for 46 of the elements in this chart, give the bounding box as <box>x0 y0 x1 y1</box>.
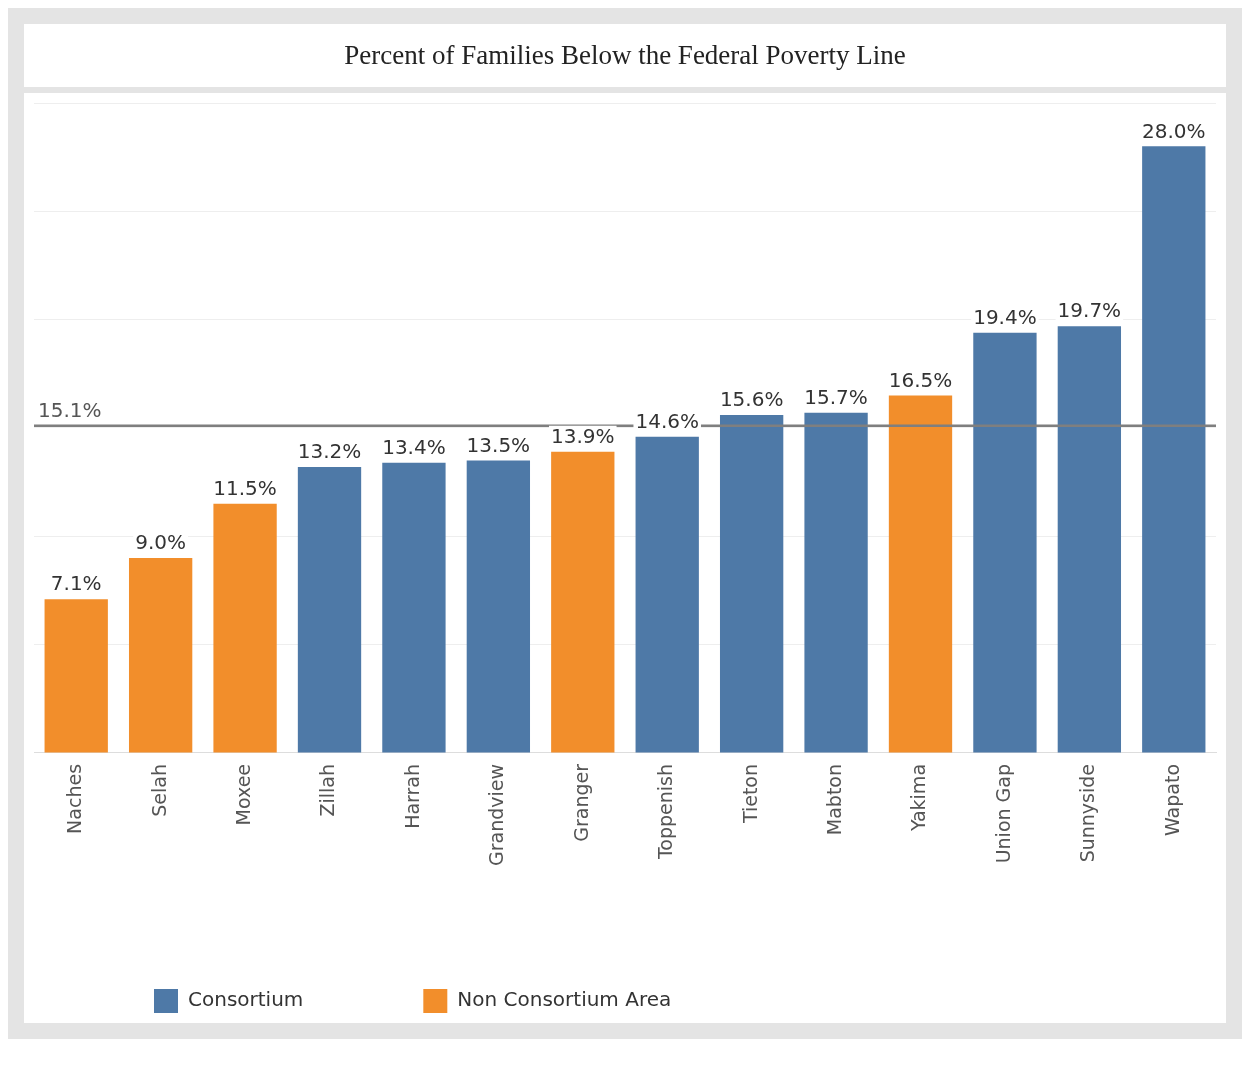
data-label: 13.9% <box>551 424 615 449</box>
data-label: 13.4% <box>382 434 446 459</box>
x-tick-label: Selah <box>147 763 170 817</box>
chart-title: Percent of Families Below the Federal Poverty Line <box>24 24 1226 87</box>
bar <box>804 412 868 753</box>
x-tick-label: Sunnyside <box>1076 763 1099 863</box>
x-tick-label: Grandview <box>485 763 508 867</box>
x-tick-label: Granger <box>569 763 592 842</box>
data-label: 15.7% <box>804 385 868 410</box>
data-label: 16.5% <box>888 367 953 392</box>
data-label: 7.1% <box>50 571 102 596</box>
data-label: 13.2% <box>297 439 362 464</box>
bar <box>551 451 615 753</box>
x-tick-label: Wapato <box>1160 763 1183 836</box>
data-label: 14.6% <box>635 408 699 433</box>
bar <box>1142 146 1206 753</box>
x-tick-label: Moxee <box>232 763 255 826</box>
ref-line-label: 15.1% <box>38 398 102 423</box>
data-label: 19.4% <box>973 304 1037 329</box>
x-tick-label: Harrah <box>400 763 423 829</box>
legend-label: Consortium <box>188 987 304 1012</box>
bar <box>382 462 446 753</box>
x-tick-label: Mabton <box>823 763 846 836</box>
bar <box>213 503 277 753</box>
x-tick-label: Tieton <box>738 763 761 825</box>
data-label: 13.5% <box>466 432 531 457</box>
bar <box>466 460 531 753</box>
x-tick-label: Union Gap <box>991 763 1014 864</box>
data-label: 19.7% <box>1057 298 1122 323</box>
x-tick-label: Yakima <box>907 763 930 833</box>
legend-label: Non Consortium Area <box>457 987 672 1012</box>
bar <box>888 395 953 753</box>
x-tick-label: Naches <box>63 763 86 834</box>
bar <box>128 557 193 753</box>
bar <box>44 599 108 753</box>
x-tick-label: Zillah <box>316 763 339 817</box>
data-label: 15.6% <box>719 387 784 412</box>
bar <box>297 466 362 753</box>
x-tick-label: Toppenish <box>654 763 677 861</box>
data-label: 28.0% <box>1142 118 1206 143</box>
bar <box>1057 326 1122 753</box>
data-label: 9.0% <box>135 530 187 555</box>
bar <box>973 332 1037 753</box>
data-label: 11.5% <box>213 476 277 501</box>
bar <box>719 414 784 753</box>
bar <box>635 436 699 753</box>
